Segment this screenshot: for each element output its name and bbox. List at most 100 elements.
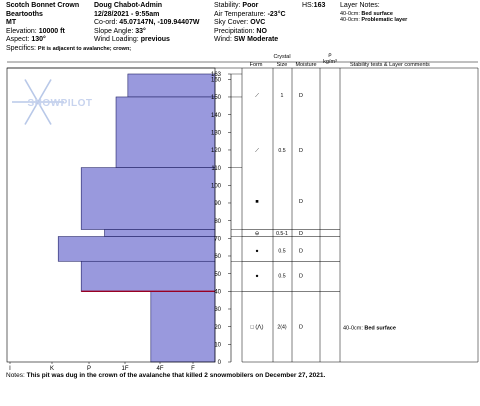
crystal-size: 0.5	[278, 249, 285, 255]
sky-row: Sky Cover: OVC	[214, 19, 266, 27]
state: MT	[6, 19, 17, 27]
layer-notes-title: Layer Notes:	[340, 2, 380, 9]
depth-tick-label: 0	[218, 360, 222, 366]
slope-row: Slope Angle: 33°	[94, 27, 146, 35]
depth-tick-label: 110	[211, 166, 221, 172]
wind-loading-row: Wind Loading: previous	[94, 36, 170, 44]
depth-tick-label: 40	[214, 290, 221, 296]
form-symbol: □ (⋀)	[250, 324, 263, 331]
elevation-row: Elevation: 10000 ft	[6, 27, 65, 35]
notes-label: Notes:	[6, 372, 25, 379]
hs-value: 163	[313, 2, 326, 9]
hardness-tick-label: F	[191, 366, 195, 372]
snowpilot-watermark-text: SNOWPILOT	[27, 98, 92, 109]
notes-text: This pit was dug in the crown of the ava…	[26, 372, 326, 379]
depth-tick-label: 100	[211, 184, 222, 190]
form-header: Form	[250, 62, 263, 68]
form-symbol: ⟋	[255, 147, 259, 154]
notes-row: Notes: This pit was dug in the crown of …	[6, 372, 325, 379]
hardness-tick-label: K	[50, 366, 54, 372]
form-symbol: ⊖	[255, 231, 260, 237]
moisture-value: D	[299, 231, 303, 237]
hardness-bar	[80, 167, 216, 230]
hardness-bar	[80, 260, 216, 292]
moisture-value: D	[299, 273, 303, 279]
depth-tick-label: 50	[214, 272, 221, 278]
precip-row: Precipitation: NO	[214, 27, 267, 35]
depth-tick-label: 160	[211, 78, 222, 84]
form-symbol: ⟋	[255, 92, 259, 99]
depth-tick-label: 30	[214, 307, 221, 313]
crystal-size: 1	[281, 93, 284, 99]
depth-tick-label: 20	[214, 325, 221, 331]
form-symbol: ■	[255, 199, 258, 205]
coord-row: Co-ord: 45.07147N, -109.94407W	[94, 19, 200, 27]
mountain-range: Beartooths	[6, 10, 43, 18]
hardness-bar	[127, 73, 216, 98]
layer-notes: Layer Notes: 40-0cm: Bed surface 40-0cm:…	[340, 2, 407, 23]
density-header: ρ	[328, 52, 331, 58]
snowflake-arm	[24, 101, 39, 125]
snowflake-arm	[24, 79, 39, 103]
depth-tick-label: 90	[214, 201, 221, 207]
depth-tick-label: 80	[214, 219, 221, 225]
crystal-size: 2(4)	[277, 325, 286, 331]
stability-row: Stability: Poor	[214, 2, 259, 9]
density-unit-header: kg/m³	[323, 59, 337, 65]
header-col-2: Doug Chabot-Admin 12/28/2021 - 9:55am Co…	[94, 2, 199, 45]
crystal-header: Crystal	[273, 54, 290, 60]
depth-tick-label: 140	[211, 113, 222, 119]
hardness-bars	[57, 73, 216, 363]
moisture-header: Moisture	[295, 62, 316, 68]
moisture-value: D	[299, 249, 303, 255]
snowpilot-logo: SNOWPILOT	[12, 79, 92, 125]
crystal-size: 0.5-1	[276, 231, 288, 237]
hardness-bar	[115, 96, 216, 168]
form-symbol: ●	[255, 273, 258, 279]
location-name: Scotch Bonnet Crown	[6, 2, 80, 9]
crystal-size: 0.5	[278, 273, 285, 279]
moisture-value: D	[299, 148, 303, 154]
crystal-size: 0.5	[278, 148, 285, 154]
hardness-axis: I K P 1F 4F F	[9, 362, 195, 372]
moisture-value: D	[299, 93, 303, 99]
aspect-row: Aspect: 130°	[6, 36, 46, 44]
depth-tick-label: 60	[214, 254, 221, 260]
specifics-row: Specifics: Pit is adjacent to avalanche;…	[6, 44, 132, 52]
layer-table: Crystal Form Size Moisture ρkg/m³ Stability t…	[231, 52, 479, 363]
datetime: 12/28/2021 - 9:55am	[94, 10, 160, 18]
hardness-tick-label: P	[87, 366, 91, 372]
layer-note: 40-0cm: Bed surface	[340, 10, 393, 17]
hardness-bar	[104, 229, 216, 237]
stability-header: Stability tests & Layer comments	[350, 62, 430, 68]
hs-label: HS:	[302, 2, 314, 9]
depth-tick-label: 70	[214, 237, 221, 243]
hardness-bar	[150, 291, 216, 363]
hardness-tick-label: 4F	[156, 366, 163, 372]
header-col-1: Scotch Bonnet Crown Beartooths MT Elevat…	[6, 2, 131, 54]
size-header: Size	[277, 62, 288, 68]
hardness-tick-label: 1F	[121, 366, 128, 372]
hardness-bar	[57, 236, 216, 262]
moisture-value: D	[299, 325, 303, 331]
layer-comment: 40-0cm: Bed surface	[343, 326, 396, 332]
snowflake-arm	[37, 101, 52, 125]
header-col-4: HS:163	[302, 2, 325, 11]
moisture-value: D	[299, 199, 303, 205]
depth-tick-label: 163	[211, 72, 222, 78]
profile-frame	[6, 61, 478, 363]
depth-tick-label: 120	[211, 148, 222, 154]
wind-row: Wind: SW Moderate	[214, 36, 279, 44]
form-symbol: ●	[255, 249, 258, 255]
depth-tick-label: 10	[214, 343, 221, 349]
observer: Doug Chabot-Admin	[94, 2, 163, 9]
depth-axis: 0 10 20 30 40 50 60 70 80 90 100 110 120 130 140 150 160…	[211, 72, 232, 366]
air-temp-row: Air Temperature: -23°C	[214, 10, 286, 18]
layer-note: 40-0cm: Problematic layer	[340, 16, 408, 23]
header-col-3: Stability: Poor Air Temperature: -23°C S…	[214, 2, 286, 45]
depth-tick-label: 130	[211, 131, 222, 137]
hardness-tick-label: I	[9, 366, 11, 372]
snowflake-arm	[37, 79, 52, 103]
depth-tick-label: 150	[211, 95, 222, 101]
